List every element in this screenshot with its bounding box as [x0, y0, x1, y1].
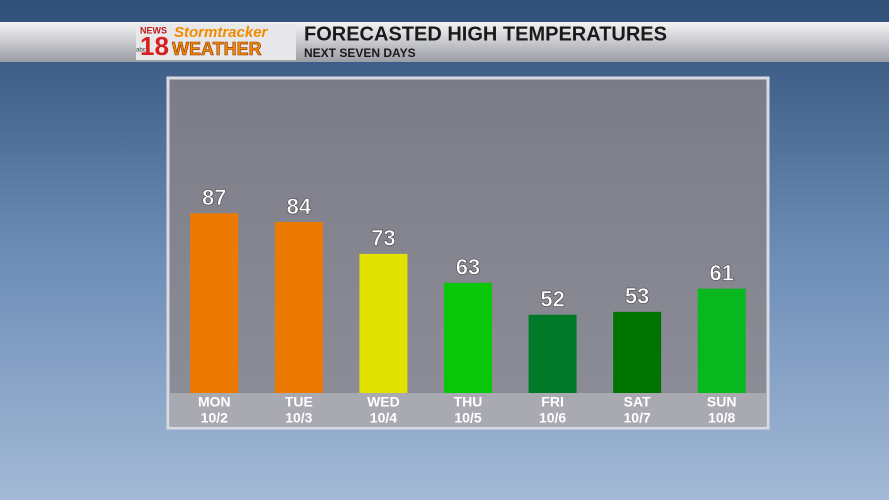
x-tick-date: 10/4 — [370, 410, 397, 426]
x-tick-label: TUE — [285, 394, 313, 410]
x-tick-label: SAT — [624, 394, 651, 410]
x-tick-date: 10/5 — [454, 410, 481, 426]
x-tick-label: WED — [367, 394, 400, 410]
logo-product: WEATHER — [172, 39, 262, 59]
x-tick-label: THU — [454, 394, 483, 410]
bar — [697, 288, 746, 393]
bar — [274, 222, 323, 393]
bar — [528, 314, 577, 393]
logo-box — [136, 24, 296, 60]
x-tick-date: 10/8 — [708, 410, 735, 426]
x-tick-date: 10/6 — [539, 410, 566, 426]
x-tick-label: FRI — [541, 394, 564, 410]
value-label: 73 — [371, 226, 395, 251]
chart-subtitle: NEXT SEVEN DAYS — [304, 46, 416, 60]
bar — [359, 253, 408, 393]
chart-title: FORECASTED HIGH TEMPERATURES — [304, 23, 667, 45]
x-tick-label: MON — [198, 394, 231, 410]
value-label: 87 — [202, 185, 226, 210]
x-tick-date: 10/3 — [285, 410, 312, 426]
label-strip — [170, 393, 766, 427]
value-label: 53 — [625, 284, 649, 309]
value-label: 63 — [456, 255, 480, 280]
x-tick-label: SUN — [707, 394, 737, 410]
logo-channel: 18 — [140, 31, 169, 61]
logo-affiliate: abc — [136, 48, 146, 54]
bar — [613, 311, 662, 393]
logo-network: NEWS — [140, 25, 167, 35]
bar — [190, 213, 239, 393]
value-label: 61 — [709, 260, 733, 285]
x-tick-date: 10/7 — [624, 410, 651, 426]
x-tick-date: 10/2 — [201, 410, 228, 426]
bar — [444, 282, 492, 393]
value-label: 52 — [540, 287, 564, 312]
value-label: 84 — [287, 194, 312, 219]
logo-brand: Stormtracker — [174, 24, 269, 41]
